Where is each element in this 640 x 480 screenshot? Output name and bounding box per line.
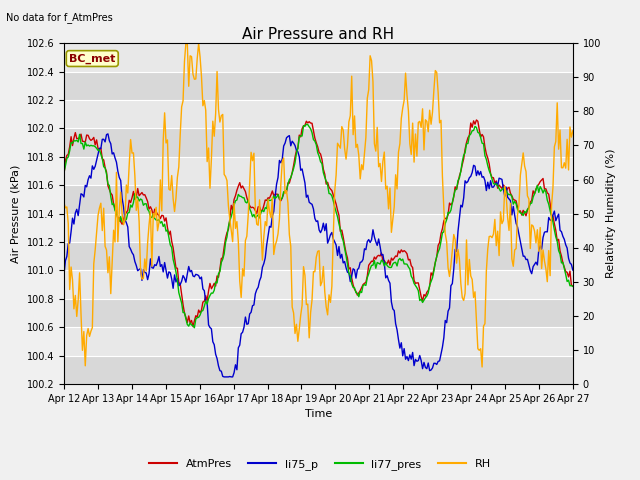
RH xyxy=(239,266,246,272)
li77_pres xyxy=(284,181,292,187)
Line: li77_pres: li77_pres xyxy=(64,124,573,328)
AtmPres xyxy=(239,183,246,189)
RH xyxy=(213,69,221,74)
li75_p xyxy=(104,131,112,137)
Bar xyxy=(64,72,573,100)
li75_p xyxy=(232,362,239,368)
li77_pres xyxy=(543,197,551,203)
RH xyxy=(230,201,238,206)
AtmPres xyxy=(472,117,480,123)
X-axis label: Time: Time xyxy=(305,409,332,419)
li75_p xyxy=(213,356,221,361)
Bar xyxy=(64,299,573,327)
Y-axis label: Relativity Humidity (%): Relativity Humidity (%) xyxy=(607,149,616,278)
Y-axis label: Air Pressure (kPa): Air Pressure (kPa) xyxy=(11,165,21,263)
Bar xyxy=(64,356,573,384)
Line: li75_p: li75_p xyxy=(64,134,573,377)
Line: AtmPres: AtmPres xyxy=(64,120,573,326)
li75_p xyxy=(543,229,551,235)
AtmPres xyxy=(213,273,221,279)
AtmPres xyxy=(543,190,551,196)
Legend: AtmPres, li75_p, li77_pres, RH: AtmPres, li75_p, li77_pres, RH xyxy=(145,455,495,474)
AtmPres xyxy=(122,210,130,216)
Text: No data for f_AtmPres: No data for f_AtmPres xyxy=(6,12,113,23)
RH xyxy=(60,200,68,206)
AtmPres xyxy=(569,283,577,289)
AtmPres xyxy=(189,324,197,329)
li77_pres xyxy=(230,202,238,208)
RH xyxy=(182,40,189,46)
li77_pres xyxy=(60,169,68,175)
Title: Air Pressure and RH: Air Pressure and RH xyxy=(243,27,394,42)
li77_pres xyxy=(303,121,310,127)
AtmPres xyxy=(230,197,238,203)
li75_p xyxy=(124,224,132,230)
Bar xyxy=(64,242,573,270)
li75_p xyxy=(285,133,293,139)
li75_p xyxy=(60,272,68,277)
li75_p xyxy=(220,374,228,380)
li77_pres xyxy=(213,280,221,286)
RH xyxy=(284,200,292,206)
li77_pres xyxy=(569,284,577,289)
Bar xyxy=(64,185,573,214)
Text: BC_met: BC_met xyxy=(69,53,115,64)
AtmPres xyxy=(284,180,292,186)
RH xyxy=(478,364,486,370)
Bar xyxy=(64,128,573,157)
li77_pres xyxy=(122,216,130,222)
li77_pres xyxy=(239,195,246,201)
AtmPres xyxy=(60,172,68,178)
li77_pres xyxy=(191,325,198,331)
Line: RH: RH xyxy=(64,43,573,367)
RH xyxy=(543,279,551,285)
li75_p xyxy=(240,324,248,330)
RH xyxy=(122,182,130,188)
RH xyxy=(569,128,577,134)
li75_p xyxy=(569,267,577,273)
